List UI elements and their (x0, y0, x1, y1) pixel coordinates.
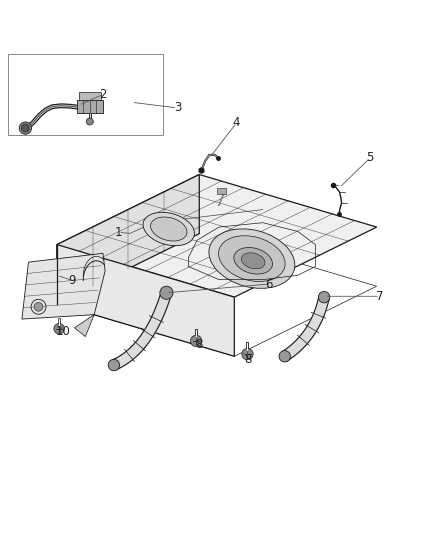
Text: 7: 7 (376, 290, 384, 303)
Text: 3: 3 (174, 101, 181, 115)
Polygon shape (282, 296, 329, 361)
Text: 6: 6 (265, 278, 273, 290)
Circle shape (21, 124, 29, 132)
Text: 8: 8 (196, 338, 203, 351)
Ellipse shape (151, 217, 187, 241)
Bar (8, 54, 163, 135)
Bar (217, 188, 226, 194)
Text: 4: 4 (233, 116, 240, 130)
Ellipse shape (234, 247, 272, 274)
Ellipse shape (219, 236, 285, 281)
Circle shape (86, 118, 93, 125)
Circle shape (54, 324, 64, 334)
Circle shape (279, 351, 290, 362)
Text: 8: 8 (244, 353, 251, 366)
Circle shape (242, 349, 253, 360)
Text: 1: 1 (114, 226, 122, 239)
Ellipse shape (209, 229, 295, 288)
Bar (79, 92, 101, 100)
Polygon shape (22, 253, 105, 319)
Circle shape (160, 286, 173, 300)
Polygon shape (57, 245, 234, 356)
Circle shape (191, 335, 202, 346)
Polygon shape (112, 291, 171, 370)
Circle shape (318, 292, 330, 303)
Text: 5: 5 (367, 151, 374, 164)
Text: 9: 9 (68, 274, 76, 287)
Circle shape (19, 122, 32, 134)
Bar (77, 100, 103, 113)
Text: 10: 10 (56, 325, 71, 338)
Polygon shape (57, 174, 199, 304)
Text: 2: 2 (99, 88, 107, 101)
Circle shape (34, 302, 43, 311)
Polygon shape (57, 174, 377, 297)
Ellipse shape (241, 253, 265, 269)
Polygon shape (74, 314, 94, 336)
Circle shape (108, 359, 120, 371)
Ellipse shape (143, 212, 194, 246)
